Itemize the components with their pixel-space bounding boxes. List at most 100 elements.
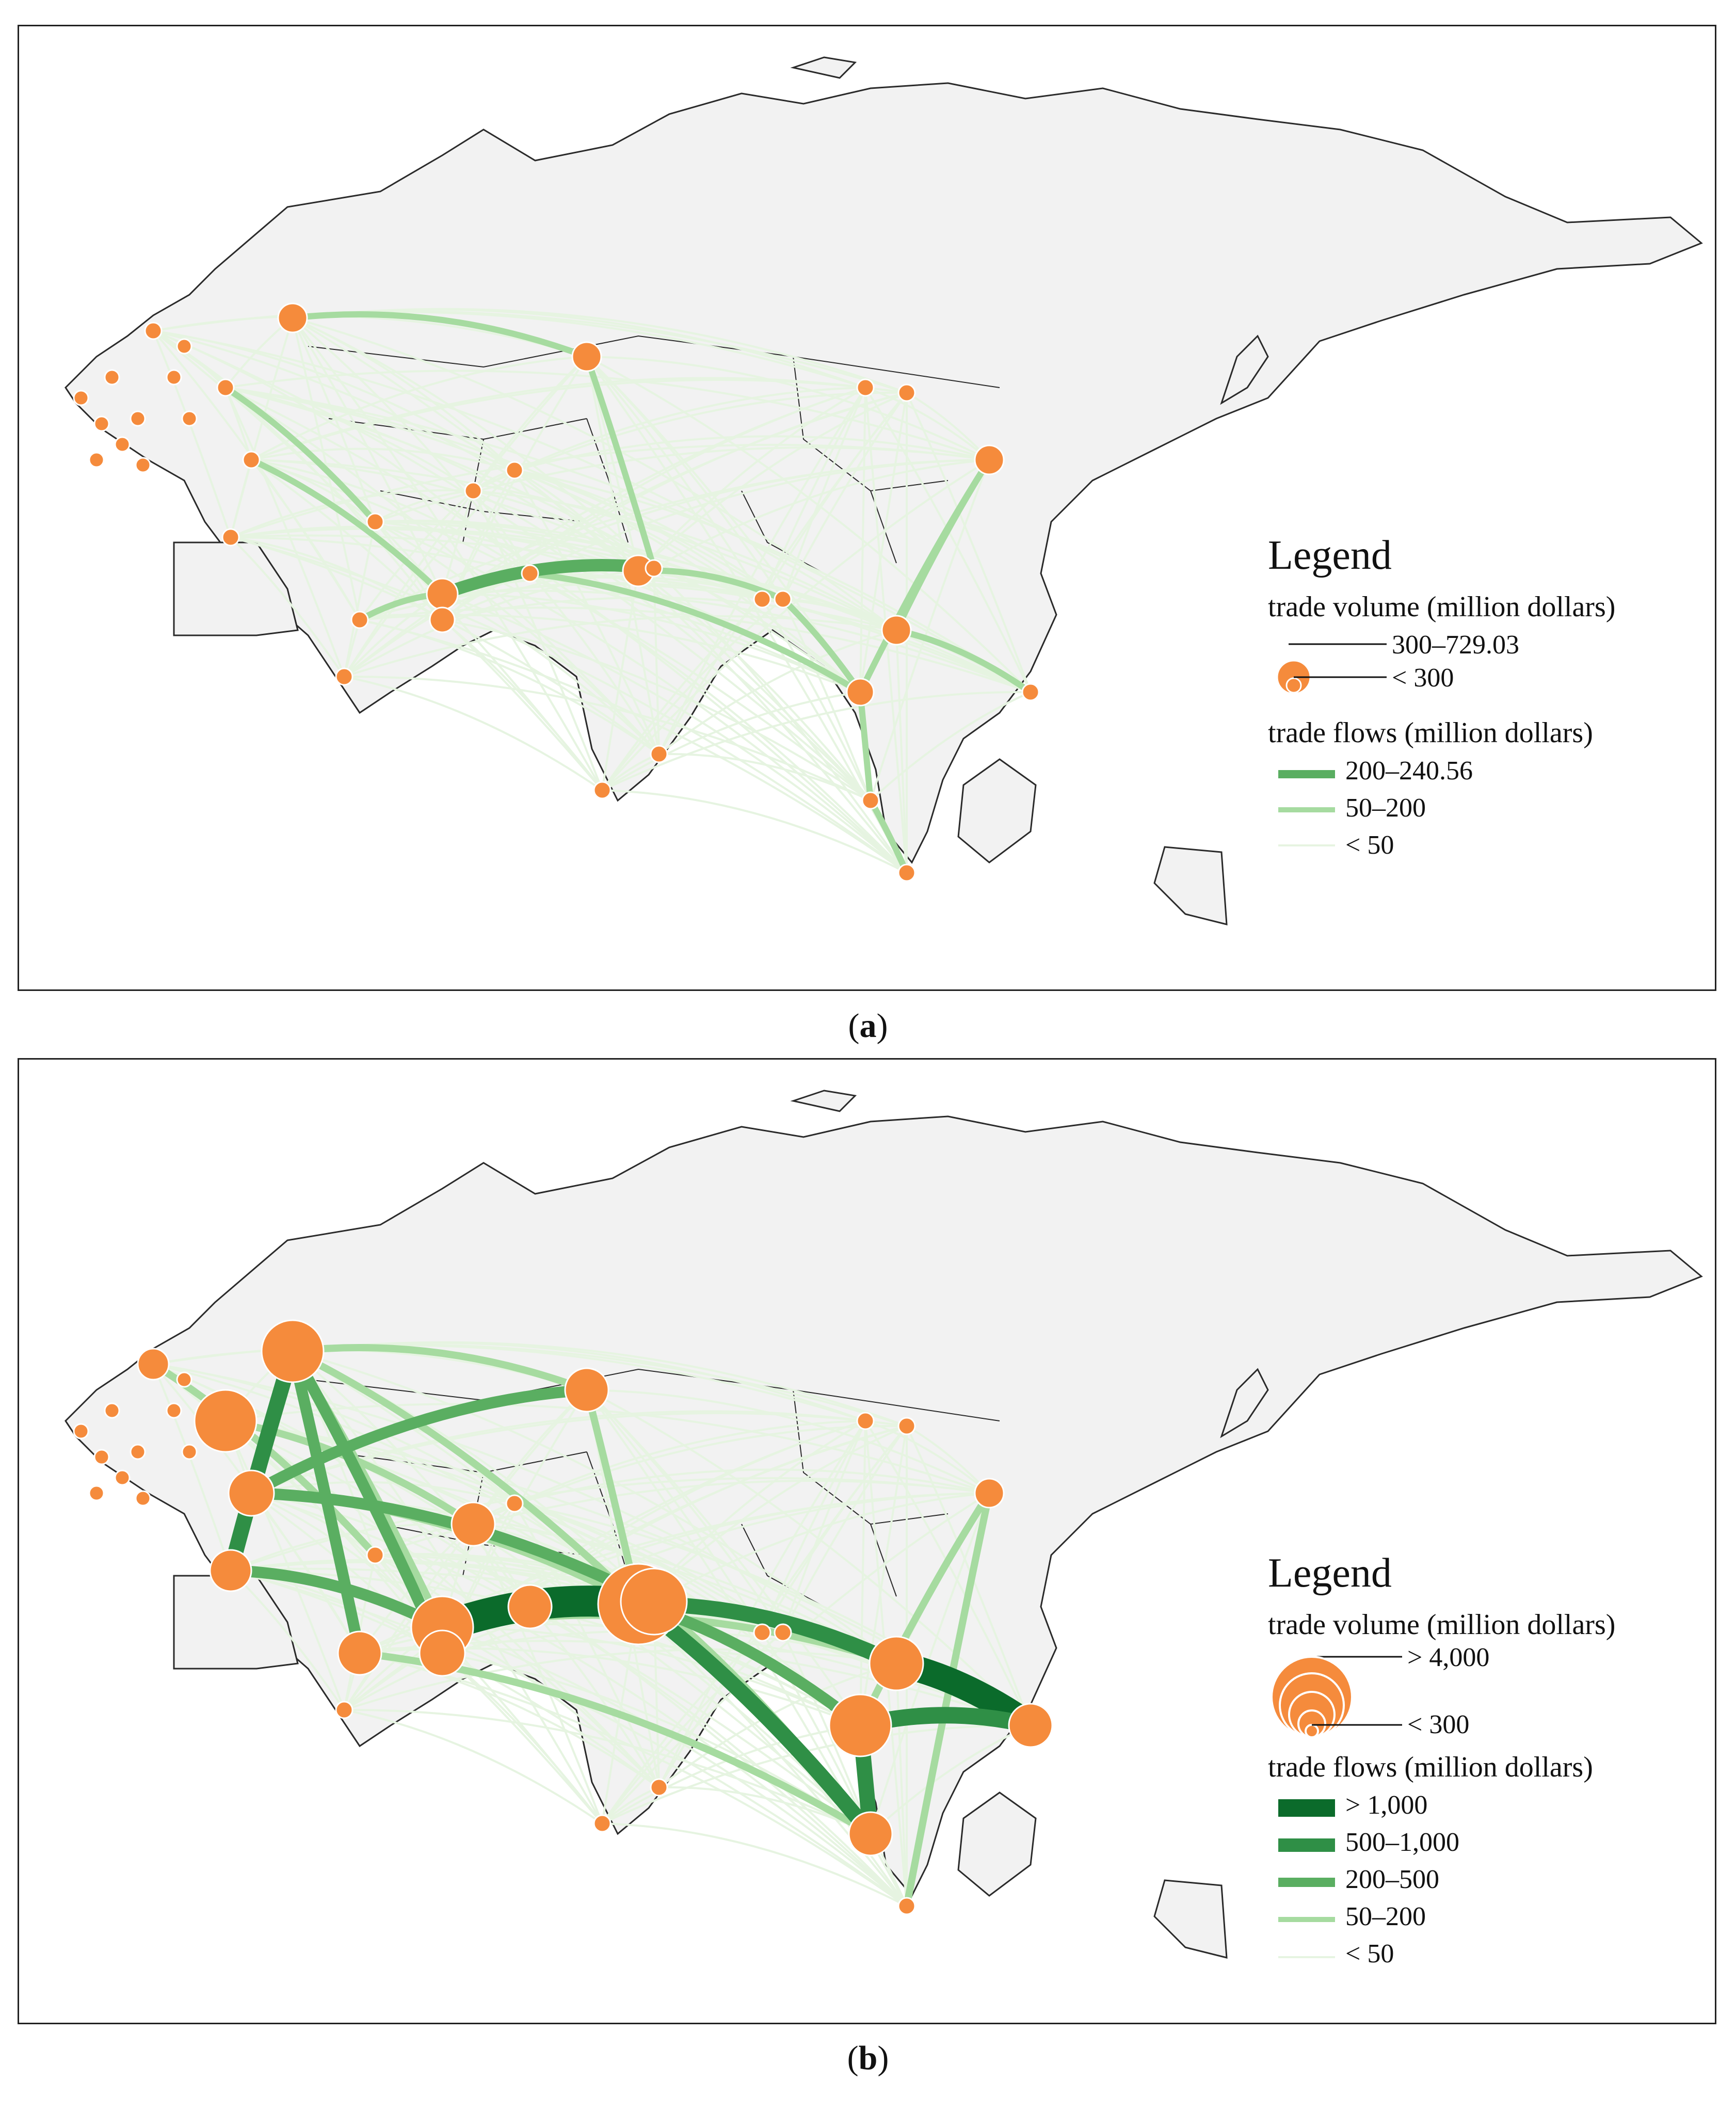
flow-line-minor — [472, 1523, 603, 1825]
flow-line-minor — [782, 392, 908, 600]
flow-legend-row: 200–240.56 — [1268, 756, 1712, 793]
flow-legend-row: 500–1,000 — [1268, 1827, 1712, 1864]
trade-node — [166, 369, 182, 386]
flow-line-minor — [250, 459, 603, 791]
flow-line-minor — [152, 1363, 872, 1835]
flow-line-50-200 — [903, 1490, 993, 1910]
caption-letter: b — [858, 2039, 878, 2077]
trade-node — [856, 1412, 875, 1430]
flow-line-minor — [601, 691, 1032, 791]
trade-node — [846, 678, 875, 707]
flow-line-minor — [529, 1606, 660, 1788]
flow-line-minor — [152, 1363, 232, 1572]
flow-line-minor — [472, 490, 531, 574]
flow-legend-row: < 50 — [1268, 1939, 1712, 1976]
flow-line-minor — [529, 1606, 908, 1907]
map-panel-b: Legend trade volume (million dollars) > … — [18, 1058, 1716, 2024]
trade-node — [881, 615, 912, 646]
trade-nodes — [73, 1319, 1053, 1915]
flow-line-minor — [359, 1652, 660, 1788]
trade-node — [176, 1371, 192, 1388]
trade-node — [897, 1417, 916, 1435]
flow-line-minor — [761, 1631, 872, 1835]
flow-line-minor — [343, 521, 376, 678]
flow-line-minor — [761, 598, 872, 802]
flow-line-minor — [224, 1420, 345, 1711]
flow-line-minor — [250, 447, 516, 471]
flow-line-minor — [859, 1425, 908, 1726]
flow-line-50-200 — [893, 627, 1034, 695]
flow-line-minor — [472, 490, 872, 802]
flow-line-minor — [513, 1502, 660, 1788]
new-guinea — [1153, 1879, 1228, 1959]
trade-node — [828, 1693, 892, 1757]
trade-node — [505, 461, 524, 479]
caption-a: (a) — [848, 1007, 888, 1045]
trade-node — [135, 457, 151, 473]
flow-line-minor — [374, 1554, 908, 1907]
flow-line-minor — [782, 1631, 872, 1835]
flow-swatch — [1278, 1799, 1335, 1817]
flow-line-minor — [152, 330, 655, 569]
flow-line-50-200 — [857, 457, 992, 695]
volume-symbol — [1271, 1656, 1402, 1738]
volume-legend: 300–729.03 < 300 — [1268, 623, 1712, 701]
flow-line-minor — [529, 572, 908, 874]
flow-line-minor — [637, 387, 866, 572]
trade-node — [593, 1814, 612, 1833]
legend-b: Legend trade volume (million dollars) > … — [1268, 1550, 1712, 1976]
flow-line-minor — [374, 521, 908, 874]
trade-node — [73, 390, 89, 406]
trade-node — [645, 559, 663, 578]
arctic-islands — [790, 56, 857, 79]
volume-class-low: < 300 — [1392, 663, 1454, 693]
new-guinea — [1153, 846, 1228, 925]
flow-line-minor — [472, 490, 897, 631]
flow-legend-row: 50–200 — [1268, 1901, 1712, 1939]
flow-line-minor — [224, 387, 784, 600]
trade-node — [242, 451, 261, 469]
japan — [1220, 334, 1269, 405]
trade-node — [451, 1501, 496, 1547]
trade-node — [974, 444, 1005, 475]
flow-line-minor — [224, 387, 763, 600]
flow-line-minor — [224, 387, 345, 678]
flow-line-minor — [870, 691, 1032, 802]
trade-node — [181, 1444, 198, 1460]
trade-node — [335, 667, 353, 686]
trade-node — [350, 611, 369, 629]
flow-line-minor — [152, 330, 872, 802]
flow-line-minor — [292, 317, 376, 523]
trade-node — [753, 1623, 771, 1642]
flow-swatch — [1278, 1838, 1335, 1852]
flow-line-minor — [653, 567, 908, 874]
flow-line-minor — [513, 469, 784, 600]
flow-line-minor — [472, 490, 603, 791]
legend-volume-title: trade volume (million dollars) — [1268, 591, 1616, 623]
flow-line-minor — [859, 387, 866, 693]
flow-line-minor — [761, 387, 866, 600]
flow-line-minor — [586, 1389, 784, 1634]
legend-title: Legend — [1268, 533, 1392, 578]
trade-node — [426, 578, 459, 611]
flow-line-minor — [513, 435, 990, 471]
trade-node — [135, 1490, 151, 1507]
flow-line-minor — [152, 1344, 866, 1422]
trade-node — [1021, 683, 1040, 701]
flow-line-minor — [906, 392, 1032, 693]
flow-line-minor — [658, 1425, 908, 1788]
flow-line-minor — [586, 356, 660, 755]
flow-line-minor — [601, 789, 908, 874]
flow-class-label: 50–200 — [1345, 1902, 1426, 1931]
flow-line-minor — [152, 1363, 531, 1608]
flow-line-minor — [152, 1363, 897, 1665]
flow-class-label: < 50 — [1345, 1939, 1394, 1969]
flow-legend-row: < 50 — [1268, 830, 1712, 867]
trade-node — [869, 1636, 924, 1691]
flow-line-minor — [343, 1648, 897, 1711]
flow-swatch — [1278, 1956, 1335, 1958]
trade-node — [897, 383, 916, 402]
trade-node — [277, 302, 308, 333]
flow-line-minor — [601, 570, 639, 791]
flow-line-minor — [658, 753, 872, 802]
